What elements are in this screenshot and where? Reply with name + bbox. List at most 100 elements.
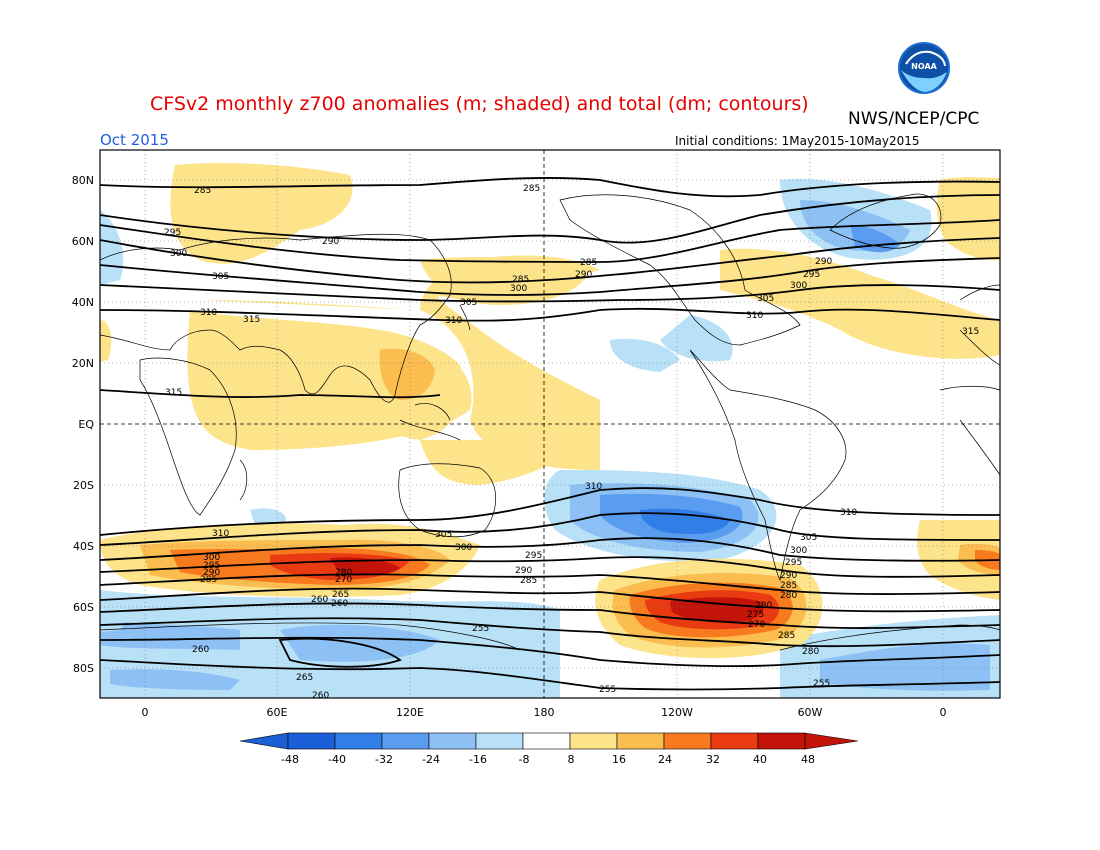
contour-label: 300 bbox=[455, 543, 472, 553]
map-area: 285 285 290 295 300 305 310 315 315 285 … bbox=[100, 150, 1000, 701]
contour-label: 255 bbox=[813, 679, 830, 689]
contour-label: 260 bbox=[192, 645, 209, 655]
contour-value-labels: 285 285 290 295 300 305 310 315 315 285 … bbox=[164, 184, 979, 701]
contour-label: 305 bbox=[435, 530, 452, 540]
contour-label: 285 bbox=[780, 581, 797, 591]
contour-label: 270 bbox=[335, 575, 352, 585]
contour-label: 295 bbox=[803, 270, 820, 280]
contour-label: 310 bbox=[746, 311, 763, 321]
graticule bbox=[100, 150, 1000, 698]
contour-label: 255 bbox=[599, 685, 616, 695]
colorbar-label: 32 bbox=[706, 753, 720, 766]
contour-label: 290 bbox=[780, 571, 797, 581]
contour-label: 265 bbox=[332, 590, 349, 600]
contour-label: 310 bbox=[212, 529, 229, 539]
reference-lines bbox=[100, 150, 1000, 698]
contour-label: 260 bbox=[331, 599, 348, 609]
colorbar-arrow-left bbox=[239, 732, 289, 750]
lat-label: 40S bbox=[73, 540, 94, 553]
lon-label: 0 bbox=[142, 706, 149, 719]
contour-label: 315 bbox=[243, 315, 260, 325]
contour-label: 300 bbox=[790, 281, 807, 291]
contour-label: 290 bbox=[322, 237, 339, 247]
contour-label: 300 bbox=[510, 284, 527, 294]
colorbar-label: -8 bbox=[519, 753, 530, 766]
contour-label: 275 bbox=[747, 610, 764, 620]
contour-label: 285 bbox=[523, 184, 540, 194]
contour-label: 285 bbox=[200, 575, 217, 585]
contour-label: 290 bbox=[515, 566, 532, 576]
figure-title: CFSv2 monthly z700 anomalies (m; shaded)… bbox=[150, 93, 809, 115]
contour-label: 315 bbox=[165, 388, 182, 398]
lat-label: 20N bbox=[72, 357, 94, 370]
contour-label: 305 bbox=[212, 272, 229, 282]
colorbar-arrow-right bbox=[804, 732, 859, 750]
noaa-logo-text: NOAA bbox=[911, 62, 937, 71]
month-label: Oct 2015 bbox=[100, 131, 169, 149]
contour-label: 295 bbox=[525, 551, 542, 561]
latitude-axis: 80N 60N 40N 20N EQ 20S 40S 60S 80S bbox=[72, 174, 95, 675]
colorbar-label: 48 bbox=[801, 753, 815, 766]
lat-label: EQ bbox=[78, 418, 94, 431]
map-frame bbox=[99, 149, 1001, 699]
contour-label: 290 bbox=[815, 257, 832, 267]
contour-label: 305 bbox=[757, 294, 774, 304]
colorbar-label: 40 bbox=[753, 753, 767, 766]
contour-label: 280 bbox=[802, 647, 819, 657]
contour-label: 315 bbox=[962, 327, 979, 337]
contour-label: 270 bbox=[748, 620, 765, 630]
contour-label: 300 bbox=[170, 249, 187, 259]
colorbar-label: 8 bbox=[568, 753, 575, 766]
contour-label: 285 bbox=[580, 258, 597, 268]
contour-label: 285 bbox=[520, 576, 537, 586]
lon-label: 60E bbox=[267, 706, 288, 719]
contour-label: 295 bbox=[203, 561, 220, 571]
contour-label: 305 bbox=[800, 533, 817, 543]
negative-anomaly-shading bbox=[100, 179, 1000, 698]
colorbar-label: -48 bbox=[281, 753, 299, 766]
contour-label: 255 bbox=[472, 624, 489, 634]
colorbar-label: 16 bbox=[612, 753, 626, 766]
lat-label: 20S bbox=[73, 479, 94, 492]
lon-label: 60W bbox=[798, 706, 823, 719]
contour-label: 260 bbox=[312, 691, 329, 701]
contour-label: 285 bbox=[194, 186, 211, 196]
initial-conditions-label: Initial conditions: 1May2015-10May2015 bbox=[675, 134, 920, 148]
height-contours bbox=[100, 177, 1000, 691]
colorbar-label: -40 bbox=[328, 753, 346, 766]
lon-label: 0 bbox=[940, 706, 947, 719]
lon-label: 120W bbox=[661, 706, 693, 719]
contour-label: 295 bbox=[785, 558, 802, 568]
colorbar-label: -16 bbox=[469, 753, 487, 766]
contour-label: 310 bbox=[200, 308, 217, 318]
contour-label: 285 bbox=[512, 275, 529, 285]
contour-label: 310 bbox=[585, 482, 602, 492]
source-label: NWS/NCEP/CPC bbox=[848, 109, 979, 129]
contour-label: 280 bbox=[780, 591, 797, 601]
colorbar-labels: -48 -40 -32 -24 -16 -8 8 16 24 32 40 48 bbox=[281, 753, 815, 766]
longitude-axis: 0 60E 120E 180 120W 60W 0 bbox=[142, 706, 947, 719]
contour-label: 295 bbox=[164, 228, 181, 238]
contour-label: 280 bbox=[335, 568, 352, 578]
colorbar-label: 24 bbox=[658, 753, 672, 766]
contour-label: 305 bbox=[460, 298, 477, 308]
positive-anomaly-shading bbox=[100, 163, 1000, 659]
lon-label: 120E bbox=[396, 706, 424, 719]
contour-label: 290 bbox=[575, 270, 592, 280]
lat-label: 80S bbox=[73, 662, 94, 675]
lat-label: 80N bbox=[72, 174, 94, 187]
contour-label: 285 bbox=[778, 631, 795, 641]
lon-label: 180 bbox=[534, 706, 555, 719]
contour-label: 300 bbox=[790, 546, 807, 556]
contour-label: 290 bbox=[203, 568, 220, 578]
contour-label: 310 bbox=[840, 508, 857, 518]
noaa-logo: NOAA bbox=[896, 40, 952, 96]
colorbar-label: -32 bbox=[375, 753, 393, 766]
contour-label: 280 bbox=[755, 601, 772, 611]
contour-label: 260 bbox=[311, 595, 328, 605]
colorbar bbox=[239, 732, 859, 750]
colorbar-label: -24 bbox=[422, 753, 440, 766]
lat-label: 60S bbox=[73, 601, 94, 614]
lat-label: 60N bbox=[72, 235, 94, 248]
